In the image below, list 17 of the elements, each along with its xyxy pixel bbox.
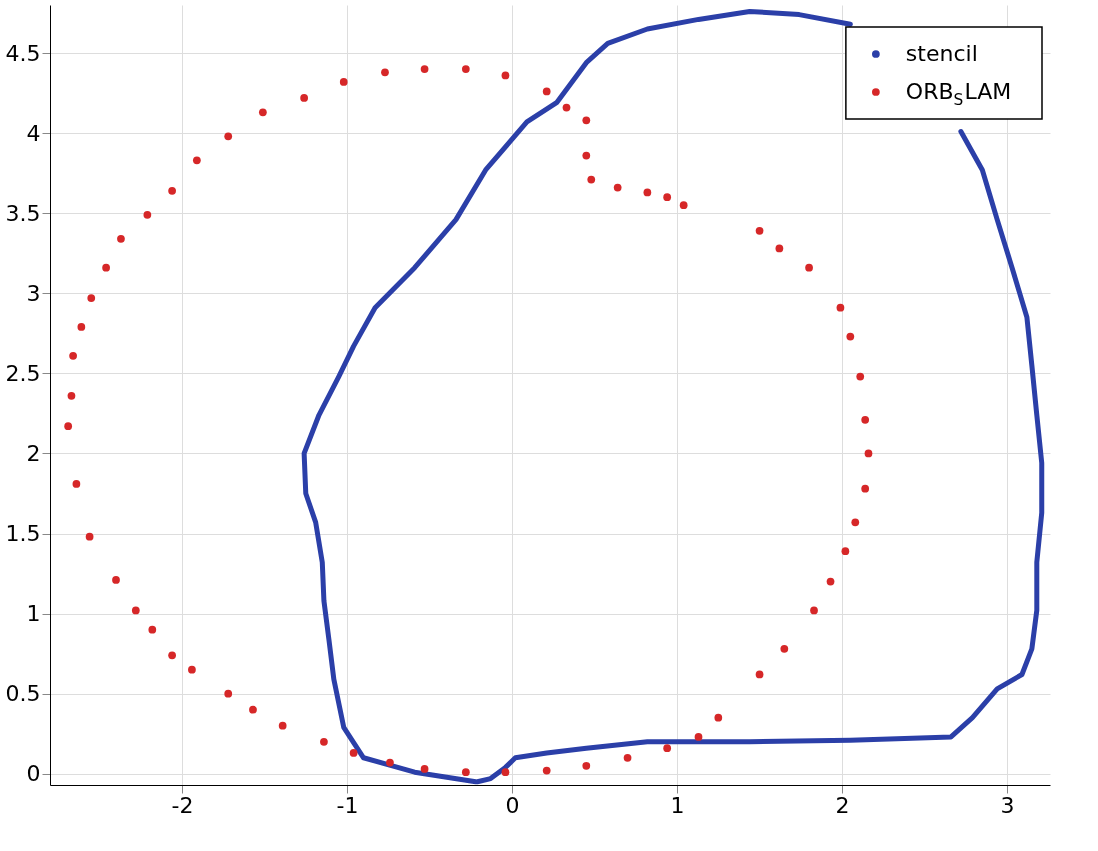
x-tick-label: 3 <box>1000 792 1015 818</box>
y-tick-label: 2.5 <box>5 360 41 386</box>
x-tick-label: 2 <box>835 792 850 818</box>
y-tick-label: 4.5 <box>5 40 41 66</box>
x-tick-label: 1 <box>670 792 685 818</box>
y-tick-label: 0 <box>26 761 41 787</box>
y-tick-label: 0.5 <box>5 681 41 707</box>
y-tick-label: 1 <box>26 601 41 627</box>
y-tick-label: 3 <box>26 280 41 306</box>
x-tick-label: -1 <box>336 792 359 818</box>
y-tick-label: 1.5 <box>5 521 41 547</box>
y-tick-label: 4 <box>26 120 41 146</box>
legend-label: stencil <box>905 41 978 66</box>
x-tick-label: 0 <box>505 792 520 818</box>
y-tick-label: 2 <box>26 440 41 466</box>
y-tick-label: 3.5 <box>5 200 41 226</box>
x-tick-label: -2 <box>171 792 194 818</box>
